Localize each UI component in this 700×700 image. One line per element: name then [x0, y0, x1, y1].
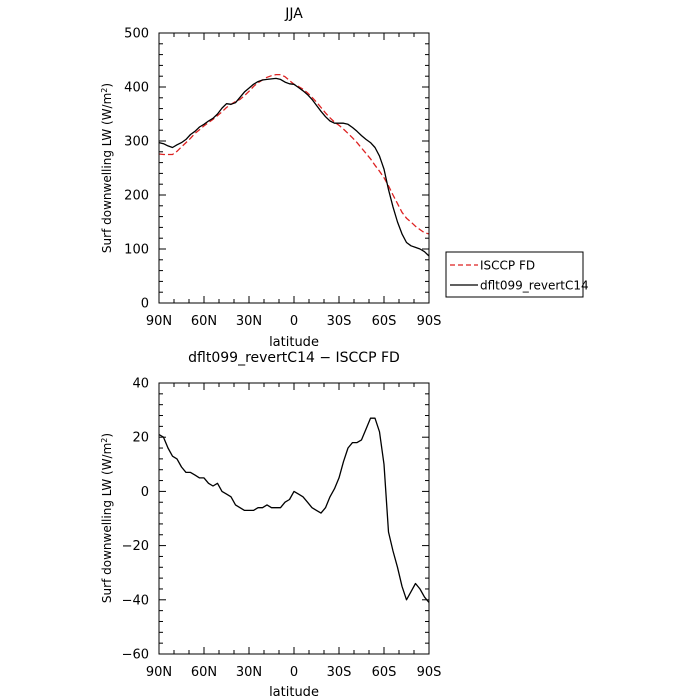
- x-tick-label: 60N: [191, 314, 217, 329]
- y-tick-label: −20: [122, 539, 149, 554]
- x-tick-label: 90S: [417, 314, 442, 329]
- y-tick-label: 40: [132, 377, 149, 392]
- x-tick-label: 60S: [372, 665, 397, 680]
- x-tick-label: 30N: [236, 314, 262, 329]
- chart-top-y-axis-label: Surf downwelling LW (W/m2): [100, 83, 115, 253]
- x-tick-label: 60S: [372, 314, 397, 329]
- x-tick-label: 90N: [146, 665, 172, 680]
- x-tick-label: 30S: [327, 314, 352, 329]
- chart-top-plot-frame: [158, 32, 430, 304]
- x-tick-label: 30N: [236, 665, 262, 680]
- chart-bottom-title: dflt099_revertC14 − ISCCP FD: [188, 350, 400, 366]
- y-tick-label: 100: [124, 243, 149, 258]
- x-tick-label: 30S: [327, 665, 352, 680]
- y-tick-label: 0: [141, 297, 149, 312]
- y-tick-label: −60: [122, 648, 149, 663]
- y-tick-label: 500: [124, 27, 149, 42]
- x-tick-label: 60N: [191, 665, 217, 680]
- x-tick-label: 0: [290, 665, 298, 680]
- legend-frame: [445, 251, 584, 298]
- chart-bottom-y-axis-label: Surf downwelling LW (W/m2): [100, 433, 115, 603]
- chart-top-x-axis-label: latitude: [269, 335, 319, 350]
- chart-bottom-ticks: 90N 60N 30N 0 30S 60S 90S −60 −40 −20 0 20 40: [122, 377, 442, 681]
- chart-top-ticks: 90N 60N 30N 0 30S 60S 90S 0 100 200 300 400 500: [124, 27, 441, 330]
- x-tick-label: 90N: [146, 314, 172, 329]
- chart-bottom-panel: dflt099_revertC14 − ISCCP FD 90N 60N 30N 0 3…: [100, 350, 442, 700]
- chart-bottom-x-axis-label: latitude: [269, 685, 319, 700]
- chart-bottom-plot-frame: [158, 382, 430, 655]
- series-line-isccp-fd: [158, 73, 430, 235]
- chart-top-panel: JJA 90N 60N 30N 0 30S 60S 90S0100200300400500 …: [100, 6, 589, 350]
- x-tick-label: 0: [290, 314, 298, 329]
- series-line-difference: [158, 417, 430, 603]
- chart-bottom-series-group: [158, 417, 430, 603]
- y-tick-label: 300: [124, 135, 149, 150]
- y-tick-label: 200: [124, 189, 149, 204]
- series-line-dflt099-revertc14: [158, 77, 430, 257]
- y-tick-label: 0: [141, 485, 149, 500]
- y-tick-label: 20: [132, 431, 149, 446]
- legend-label-isccp-fd: ISCCP FD: [480, 259, 535, 273]
- y-tick-label: 400: [124, 81, 149, 96]
- chart-top-legend: ISCCP FD dflt099_revertC14: [445, 251, 589, 298]
- chart-top-title: JJA: [284, 6, 303, 22]
- y-tick-label: −40: [122, 593, 149, 608]
- legend-label-dflt099: dflt099_revertC14: [480, 279, 589, 293]
- chart-top-series-group: [158, 73, 430, 257]
- x-tick-label: 90S: [417, 665, 442, 680]
